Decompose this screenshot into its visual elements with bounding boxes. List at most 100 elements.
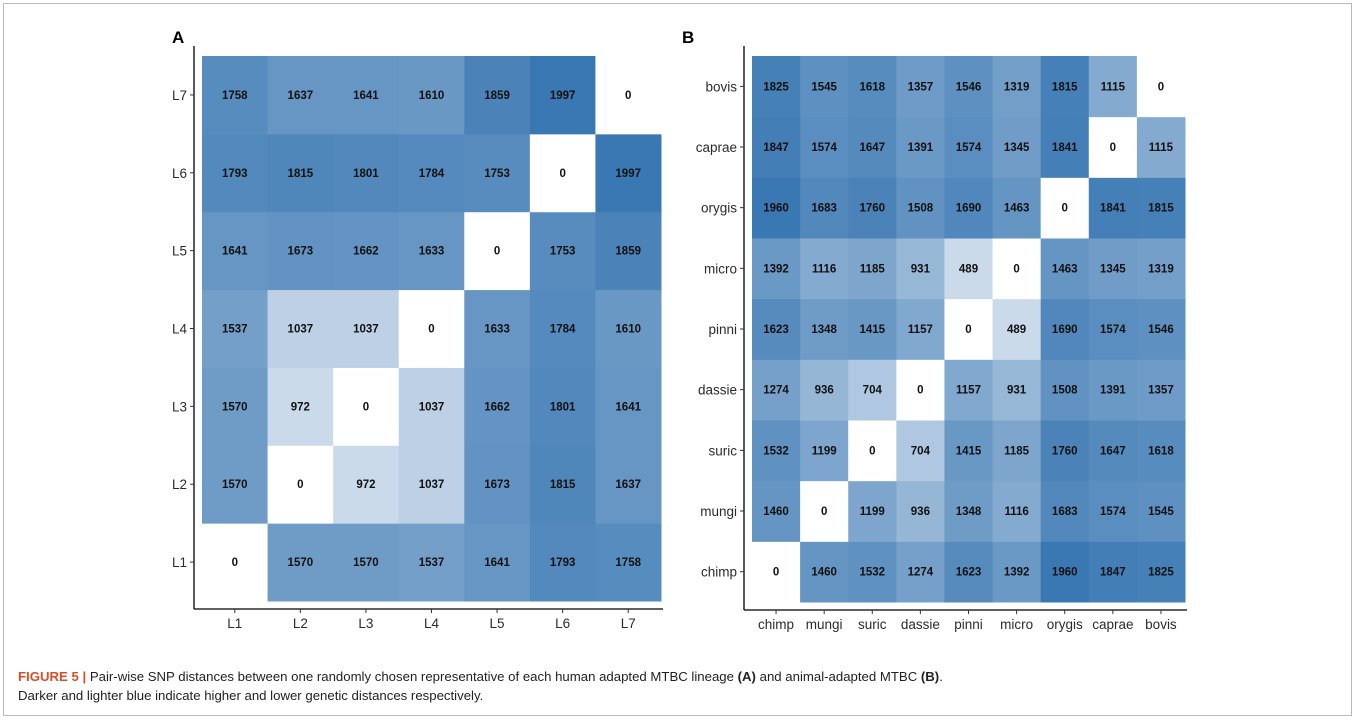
cell-value-label: 1508 xyxy=(1052,385,1078,397)
cell-value-label: 1545 xyxy=(1148,506,1174,518)
heatmap-cell xyxy=(529,133,596,213)
heatmap-cell xyxy=(752,177,801,239)
x-tick-label-mungi: mungi xyxy=(806,617,843,632)
heatmap-cell xyxy=(464,133,531,213)
heatmap-cell xyxy=(202,133,269,213)
cell-value-label: 1199 xyxy=(812,445,837,457)
heatmap-cell xyxy=(1136,541,1186,603)
heatmap-cell xyxy=(464,367,531,446)
cell-value-label: 1618 xyxy=(1148,445,1174,457)
heatmap-cell xyxy=(992,359,1042,421)
cell-value-label: 1392 xyxy=(763,263,789,275)
cell-value-label: 1641 xyxy=(222,246,248,258)
heatmap-cell xyxy=(202,211,269,291)
heatmap-cell xyxy=(1088,420,1138,482)
cell-value-label: 1784 xyxy=(419,168,445,180)
cell-value-label: 1784 xyxy=(550,324,576,336)
caption-text-3: . xyxy=(939,669,943,684)
heatmap-cell xyxy=(1136,420,1186,482)
heatmap-cell xyxy=(267,133,334,213)
cell-value-label: 1199 xyxy=(860,506,885,518)
x-tick-label-l5: L5 xyxy=(490,616,505,631)
cell-value-label: 1673 xyxy=(484,479,510,491)
cell-value-label: 0 xyxy=(869,445,875,457)
heatmap-cell xyxy=(267,211,334,291)
cell-value-label: 0 xyxy=(821,506,827,518)
heatmap-cell xyxy=(752,298,801,360)
cell-value-label: 931 xyxy=(1007,385,1027,397)
heatmap-cell xyxy=(529,523,596,602)
heatmap-cell xyxy=(1040,480,1090,542)
heatmap-cell xyxy=(333,289,400,368)
cell-value-label: 1532 xyxy=(859,567,885,579)
heatmap-cell xyxy=(267,367,334,446)
cell-value-label: 1319 xyxy=(1148,263,1174,275)
cell-value-label: 0 xyxy=(428,324,434,336)
heatmap-cell xyxy=(333,211,400,291)
cell-value-label: 1319 xyxy=(1004,81,1030,93)
cell-value-label: 1508 xyxy=(908,203,934,215)
caption-text-1: Pair-wise SNP distances between one rand… xyxy=(86,669,738,684)
x-tick-label-l1: L1 xyxy=(227,616,242,631)
heatmap-cell xyxy=(464,56,531,135)
heatmap-cell xyxy=(992,56,1042,118)
cell-value-label: 1690 xyxy=(1052,324,1078,336)
cell-value-label: 489 xyxy=(1007,324,1026,336)
x-tick-label-l2: L2 xyxy=(293,616,308,631)
heatmap-cell xyxy=(752,238,801,300)
heatmap-cell xyxy=(202,56,269,135)
heatmap-cell xyxy=(896,298,945,360)
cell-value-label: 1463 xyxy=(1052,263,1078,275)
cell-value-label: 0 xyxy=(965,324,971,336)
caption-text-2: and animal-adapted MTBC xyxy=(755,669,921,684)
caption-ref-b: (B) xyxy=(920,669,940,684)
x-tick-label-micro: micro xyxy=(1000,617,1033,632)
heatmap-cell xyxy=(595,523,662,602)
heatmap-cell xyxy=(848,541,897,603)
cell-value-label: 1115 xyxy=(1149,142,1174,154)
heatmap-cell xyxy=(992,177,1042,239)
heatmap-cell xyxy=(896,177,945,239)
heatmap-cell xyxy=(752,541,801,603)
heatmap-cell xyxy=(752,480,801,542)
heatmap-cell xyxy=(595,367,662,446)
heatmap-cell xyxy=(1088,238,1138,300)
heatmap-cell xyxy=(1088,116,1138,178)
panel-label-b: B xyxy=(682,28,694,47)
cell-value-label: 489 xyxy=(959,263,978,275)
cell-value-label: 1825 xyxy=(763,81,789,93)
heatmap-cell xyxy=(944,56,994,118)
cell-value-label: 1641 xyxy=(484,557,510,569)
heatmap-cell xyxy=(1088,56,1138,118)
x-tick-label-bovis: bovis xyxy=(1145,617,1177,632)
heatmap-cell xyxy=(800,116,849,178)
heatmap-cell xyxy=(267,289,334,368)
heatmap-cell xyxy=(800,480,849,542)
cell-value-label: 1801 xyxy=(353,168,379,180)
heatmap-cell xyxy=(1040,116,1090,178)
heatmap-cell xyxy=(800,56,849,118)
cell-value-label: 1037 xyxy=(288,324,314,336)
caption-line-2: Darker and lighter blue indicate higher … xyxy=(18,688,484,703)
cell-value-label: 1793 xyxy=(550,557,576,569)
cell-value-label: 1185 xyxy=(860,263,886,275)
cell-value-label: 0 xyxy=(917,385,923,397)
heatmap-panel-a: A 0 1570 1570 1537 1641 1793 1758 1570 0 972 1037 16… xyxy=(172,28,663,631)
heatmap-cell xyxy=(1040,541,1090,603)
heatmap-cell xyxy=(1040,238,1090,300)
heatmap-cell xyxy=(1136,480,1186,542)
cell-value-label: 1570 xyxy=(222,479,248,491)
heatmap-cell xyxy=(1040,56,1090,118)
cell-value-label: 1618 xyxy=(859,81,885,93)
cell-value-label: 0 xyxy=(559,168,565,180)
x-tick-label-l7: L7 xyxy=(621,616,636,631)
heatmap-cell xyxy=(1088,480,1138,542)
figure-id: FIGURE 5 | xyxy=(18,669,87,684)
cell-value-label: 1673 xyxy=(288,246,314,258)
cell-value-label: 1753 xyxy=(550,246,576,258)
x-tick-label-l4: L4 xyxy=(424,616,440,631)
heatmap-cell xyxy=(1136,116,1186,178)
heatmap-cell xyxy=(333,56,400,135)
cell-value-label: 936 xyxy=(815,385,834,397)
heatmap-cell xyxy=(848,359,897,421)
